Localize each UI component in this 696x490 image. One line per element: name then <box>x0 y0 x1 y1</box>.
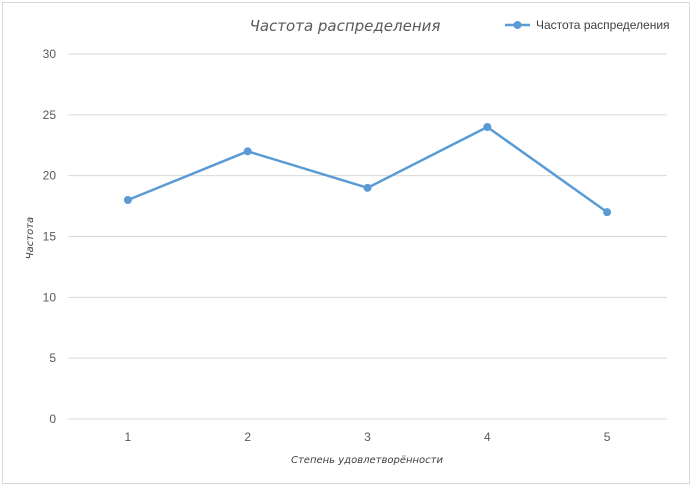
series-layer <box>123 123 612 217</box>
y-tick-label: 10 <box>43 290 57 304</box>
data-point-3 <box>363 183 372 192</box>
y-tick-label: 15 <box>43 230 57 244</box>
y-tick-label: 0 <box>49 412 56 426</box>
x-axis-title: Степень удовлетворённости <box>291 455 444 466</box>
y-tick-label: 5 <box>49 351 56 365</box>
x-tick-label: 1 <box>125 430 132 444</box>
y-tick-label: 20 <box>43 169 57 183</box>
legend-label: Частота распределения <box>536 18 670 32</box>
series-line <box>127 125 608 214</box>
data-point-5 <box>603 208 612 217</box>
x-tick-label: 4 <box>484 430 491 444</box>
grid-lines <box>68 53 667 420</box>
x-tick-label: 2 <box>244 430 251 444</box>
data-point-1 <box>123 196 132 204</box>
y-axis-ticks: 0 5 10 15 20 25 30 <box>43 47 57 426</box>
data-point-4 <box>483 123 492 131</box>
data-point-2 <box>243 147 252 156</box>
x-tick-label: 3 <box>364 430 371 444</box>
legend-marker-swatch <box>513 21 522 29</box>
chart-frame <box>2 2 690 484</box>
y-axis-title: Частота <box>25 217 36 259</box>
legend: Частота распределения <box>505 18 670 32</box>
x-axis-ticks: 1 2 3 4 5 <box>125 430 611 444</box>
y-tick-label: 30 <box>43 47 57 61</box>
y-tick-label: 25 <box>43 108 57 122</box>
x-tick-label: 5 <box>604 430 611 444</box>
chart-title: Частота распределения <box>250 17 441 35</box>
